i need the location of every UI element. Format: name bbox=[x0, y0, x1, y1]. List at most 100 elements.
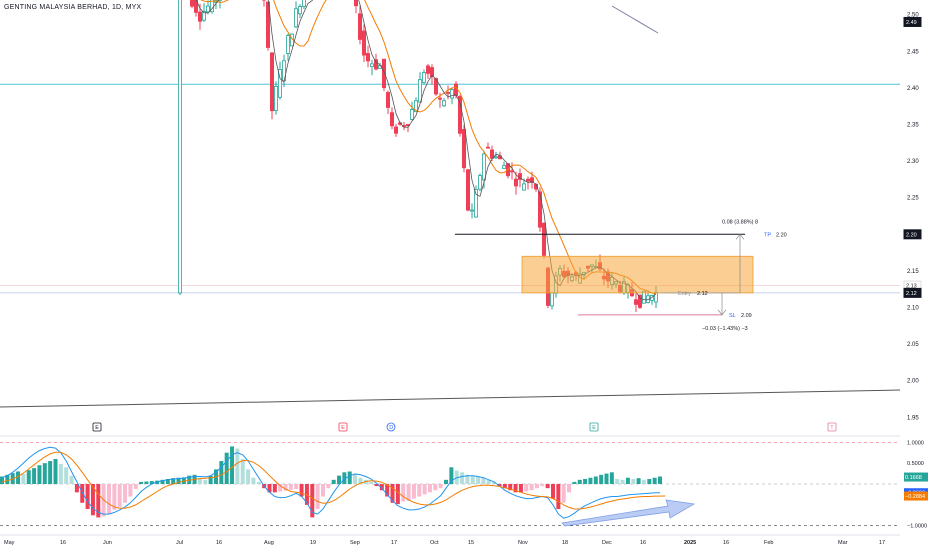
event-marker bbox=[589, 422, 599, 432]
candle-body bbox=[273, 85, 278, 111]
osc-bar bbox=[208, 475, 213, 484]
candle-body bbox=[449, 89, 454, 99]
osc-bar bbox=[390, 484, 395, 503]
osc-bar bbox=[641, 479, 646, 484]
osc-bar bbox=[417, 484, 422, 497]
candle-body bbox=[265, 1, 270, 48]
candle-body bbox=[522, 183, 527, 191]
osc-bar bbox=[165, 478, 170, 484]
candle-body bbox=[353, 0, 358, 7]
osc-bar bbox=[85, 484, 90, 510]
osc-badge bbox=[904, 491, 928, 501]
osc-bar bbox=[278, 484, 283, 492]
osc-bar bbox=[106, 484, 111, 515]
price-badge bbox=[903, 287, 922, 298]
candle-body bbox=[389, 112, 394, 127]
osc-bar bbox=[160, 479, 165, 484]
osc-bar bbox=[395, 484, 400, 505]
candle-body bbox=[393, 126, 398, 134]
signal-line bbox=[1, 451, 666, 510]
osc-bar bbox=[246, 469, 251, 484]
macd-line bbox=[1, 446, 661, 519]
osc-bar bbox=[337, 475, 342, 484]
osc-bar bbox=[26, 470, 31, 484]
osc-bar bbox=[379, 484, 384, 491]
osc-bar bbox=[342, 472, 347, 484]
candle-body bbox=[514, 178, 519, 187]
candle-body bbox=[477, 175, 482, 190]
osc-bar bbox=[128, 484, 133, 497]
tp-value: 2.20 bbox=[776, 232, 787, 238]
osc-bar bbox=[48, 461, 53, 484]
osc-bar bbox=[513, 484, 518, 493]
osc-bar bbox=[433, 484, 438, 491]
x-tick-label: 19 bbox=[310, 540, 316, 546]
price-tick-label: 2.30 bbox=[907, 159, 919, 165]
candle-body bbox=[485, 146, 490, 149]
osc-bar bbox=[112, 484, 117, 510]
candle-body bbox=[530, 177, 535, 183]
x-tick-label: Oct bbox=[430, 540, 439, 546]
x-tick-label: May bbox=[4, 540, 15, 546]
candle-body bbox=[425, 65, 430, 74]
price-tick-label: 2.35 bbox=[907, 122, 919, 128]
osc-bar bbox=[123, 484, 128, 503]
candle-body bbox=[417, 79, 422, 103]
chart-title: GENTING MALAYSIA BERHAD, 1D, MYX bbox=[4, 4, 142, 11]
osc-bar bbox=[502, 484, 507, 489]
x-tick-label: 16 bbox=[723, 540, 729, 546]
osc-bar bbox=[497, 484, 502, 487]
price-badge-label: 2.13 bbox=[906, 284, 917, 290]
osc-bar bbox=[556, 484, 561, 510]
x-tick-label: 16 bbox=[216, 540, 222, 546]
osc-bar bbox=[117, 484, 122, 507]
event-marker bbox=[92, 422, 102, 432]
osc-bar bbox=[401, 484, 406, 502]
osc-bar bbox=[358, 477, 363, 484]
osc-bar bbox=[508, 484, 513, 491]
osc-bar bbox=[465, 474, 470, 484]
osc-bar bbox=[353, 473, 358, 484]
osc-bar bbox=[310, 484, 315, 518]
price-tick-label: 2.50 bbox=[907, 13, 919, 19]
osc-histogram bbox=[0, 446, 662, 518]
osc-bar bbox=[615, 478, 620, 484]
osc-bar bbox=[256, 481, 261, 484]
trend-line bbox=[0, 389, 901, 408]
candle-body bbox=[493, 156, 498, 159]
osc-bar bbox=[331, 479, 336, 484]
osc-bar bbox=[406, 484, 411, 501]
osc-bar bbox=[197, 477, 202, 484]
osc-bar bbox=[599, 474, 604, 484]
candle-body bbox=[293, 8, 298, 28]
candle-body bbox=[189, 0, 194, 7]
x-tick-label: Feb bbox=[764, 540, 773, 546]
sl-arrow-head bbox=[717, 309, 727, 316]
osc-bar bbox=[449, 467, 454, 484]
osc-bar bbox=[203, 479, 208, 484]
osc-bar bbox=[283, 484, 288, 491]
osc-bar bbox=[176, 477, 181, 484]
osc-bar bbox=[438, 484, 443, 489]
price-tick-label: 2.10 bbox=[907, 306, 919, 312]
osc-bar bbox=[294, 484, 299, 490]
candle-body bbox=[385, 92, 390, 108]
candle-body bbox=[421, 72, 426, 83]
osc-bar bbox=[42, 463, 47, 484]
osc-bar bbox=[347, 471, 352, 484]
osc-bar bbox=[486, 479, 491, 484]
osc-bar bbox=[0, 476, 4, 484]
x-tick-label: Mar bbox=[838, 540, 848, 546]
osc-bar bbox=[460, 472, 465, 484]
osc-bar bbox=[251, 477, 256, 484]
price-tick-label: 2.45 bbox=[907, 49, 919, 55]
price-tick-label: 1.95 bbox=[907, 415, 919, 421]
osc-bar bbox=[411, 484, 416, 499]
event-label: D bbox=[389, 425, 393, 431]
osc-bar bbox=[540, 484, 545, 487]
candle-body bbox=[550, 292, 555, 307]
osc-bar bbox=[230, 446, 235, 484]
event-marker bbox=[827, 422, 837, 432]
osc-bar bbox=[16, 471, 21, 484]
